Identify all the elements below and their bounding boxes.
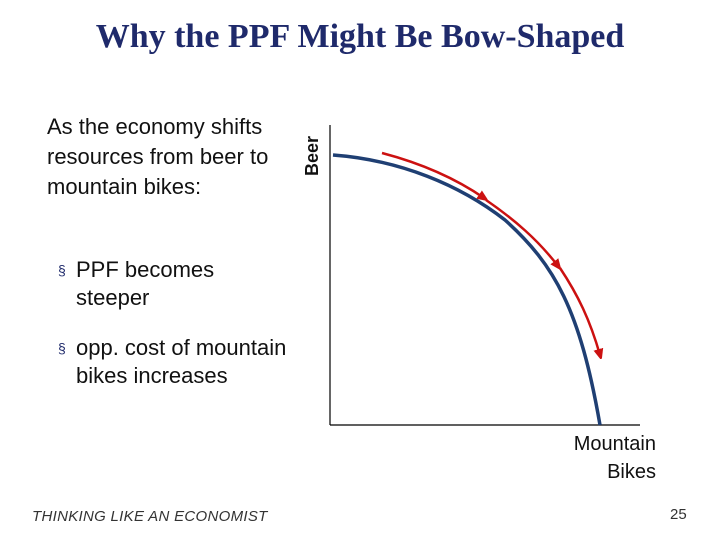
bullet-text: PPF becomes steeper (76, 257, 215, 310)
footer-text: THINKING LIKE AN ECONOMIST (32, 508, 268, 525)
x-axis-label-line1: Mountain (573, 433, 656, 455)
bullet-marker-icon: § (58, 340, 66, 356)
shift-arrow-1 (381, 151, 484, 198)
bullet-marker-icon: § (58, 262, 66, 278)
bullet-text: opp. cost of mountain bikes increases (76, 335, 287, 388)
x-axis-label-line2: Bikes (607, 461, 656, 483)
ppf-curve (332, 153, 602, 426)
shift-arrow-3 (558, 267, 600, 355)
intro-text: As the economy shifts resources from bee… (47, 114, 269, 199)
slide-title: Why the PPF Might Be Bow-Shaped (95, 18, 625, 55)
y-axis-label: Beer (302, 135, 322, 176)
page-number: 25 (670, 506, 687, 523)
bullet-ppf-steeper: § PPF becomes steeper (58, 256, 288, 312)
bullet-opp-cost: § opp. cost of mountain bikes increases (58, 334, 288, 390)
x-axis-label: Mountain Bikes (520, 430, 656, 486)
shift-arrow-2 (485, 198, 558, 266)
